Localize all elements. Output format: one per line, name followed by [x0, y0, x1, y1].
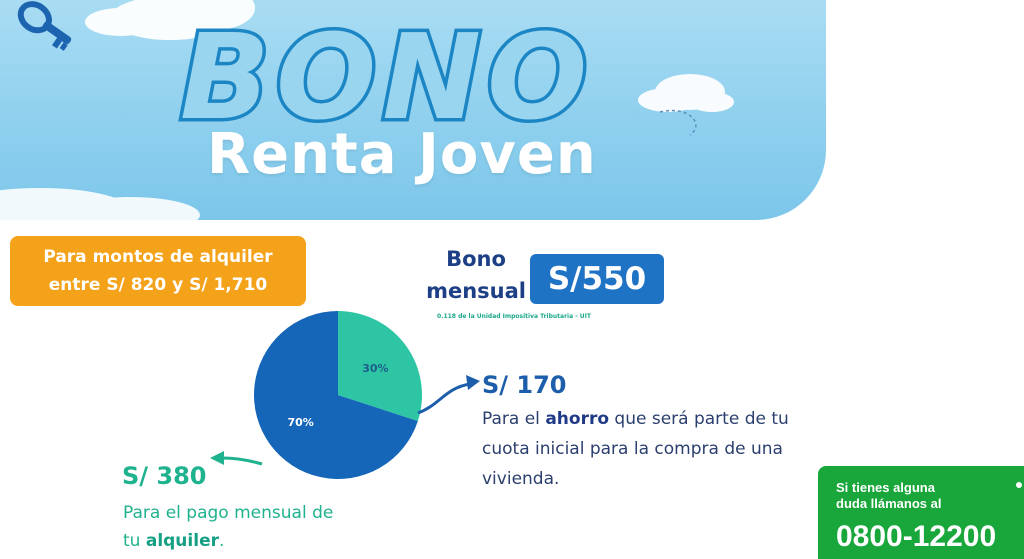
pie-chart: 70% 30% — [252, 309, 424, 485]
rent-description: Para el pago mensual de tu alquiler. — [123, 499, 343, 555]
rent-range-box: Para montos de alquiler entre S/ 820 y S… — [10, 236, 306, 306]
savings-text-prefix: Para el — [482, 409, 546, 429]
key-icon — [17, 1, 72, 51]
help-line-2: duda llámanos al — [836, 496, 942, 511]
header-banner: BONO BONO Renta Joven — [0, 0, 826, 220]
bono-title-outline: BONO — [177, 5, 594, 150]
savings-arrow-line — [417, 382, 471, 415]
savings-text-bold: ahorro — [545, 409, 610, 429]
cloud-decoration — [0, 0, 734, 220]
savings-amount: S/ 170 — [482, 371, 567, 399]
rent-arrow-head — [210, 451, 224, 465]
uit-note: 0.118 de la Unidad Impositiva Tributaria… — [437, 313, 592, 320]
rent-amount: S/ 380 — [122, 462, 207, 490]
pie-slice-30 — [338, 311, 422, 421]
savings-arrow-head — [466, 375, 480, 390]
rent-text-bold: alquiler — [145, 531, 219, 551]
renta-joven-subtitle: Renta Joven — [207, 122, 597, 187]
pie-label-70: 70% — [287, 416, 313, 429]
pie-chart-svg: 70% 30% — [254, 311, 422, 479]
help-contact-box[interactable]: Si tienes alguna duda llámanos al 0800-1… — [818, 466, 1024, 559]
rent-text-suffix: . — [218, 531, 225, 551]
range-line-2: entre S/ 820 y S/ 1,710 — [48, 275, 268, 295]
bono-amount-badge: S/550 — [530, 254, 664, 304]
savings-text-suffix: que será parte de tu cuota inicial para … — [482, 409, 789, 489]
rent-text-prefix: Para el pago mensual de tu — [123, 503, 334, 551]
savings-description: Para el ahorro que será parte de tu cuot… — [482, 404, 822, 494]
range-line-1: Para montos de alquiler — [43, 247, 273, 267]
rent-arrow-line — [221, 456, 263, 466]
help-line-1: Si tienes alguna — [836, 480, 935, 495]
help-phone-number[interactable]: 0800-12200 — [836, 520, 997, 553]
bono-label-line-2: mensual — [426, 279, 526, 303]
pie-label-30: 30% — [362, 362, 388, 375]
bono-label-line-1: Bono — [446, 247, 506, 271]
pie-slice-70 — [254, 311, 418, 479]
bono-title: BONO — [180, 8, 594, 146]
help-dot-icon — [1016, 482, 1022, 488]
bono-mensual-label: Bono mensual — [406, 243, 526, 307]
